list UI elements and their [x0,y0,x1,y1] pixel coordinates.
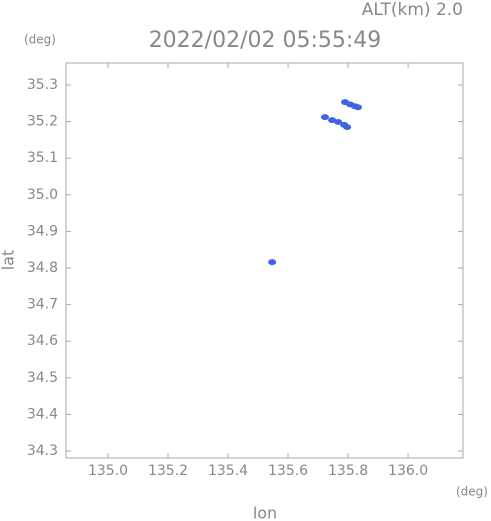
y-axis-label: lat [0,250,18,271]
y-tick-label: 34.9 [27,223,58,239]
echo-point [268,259,277,266]
altitude-label: ALT(km) 2.0 [362,0,463,20]
y-tick-label: 34.3 [27,443,58,459]
chart-title: 2022/02/02 05:55:49 [149,28,382,53]
x-tick-label: 135.0 [88,463,128,479]
echo-point [320,114,329,121]
y-tick-label: 34.7 [27,297,58,313]
x-axis-label: lon [253,504,277,521]
y-unit: (deg) [24,33,56,47]
x-tick-label: 135.2 [148,463,188,479]
echo-point [328,117,337,124]
y-tick-label: 35.0 [27,187,58,203]
y-tick-label: 35.3 [27,77,58,93]
echo-point [343,124,352,131]
x-tick-label: 135.6 [268,463,308,479]
plot-frame [65,62,464,459]
y-tick-label: 35.1 [27,150,58,166]
echo-point [353,104,362,111]
y-tick-label: 35.2 [27,114,58,130]
x-tick-label: 135.8 [328,463,368,479]
y-tick-label: 34.5 [27,370,58,386]
y-tick-label: 34.6 [27,333,58,349]
y-tick-label: 34.4 [27,406,58,422]
x-tick-label: 135.4 [208,463,248,479]
x-unit: (deg) [456,485,488,499]
x-tick-label: 136.0 [388,463,428,479]
y-tick-label: 34.8 [27,260,58,276]
echo-point [334,118,343,125]
